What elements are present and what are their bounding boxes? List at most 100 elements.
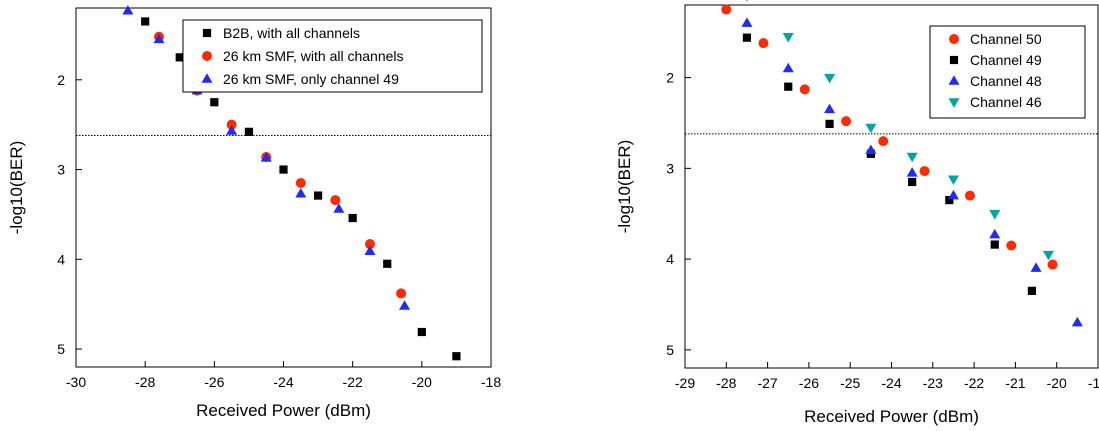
x-tick-label: -23 — [923, 375, 943, 391]
data-point — [279, 165, 288, 174]
data-point — [824, 103, 836, 114]
data-point — [906, 167, 918, 177]
data-point — [1030, 262, 1042, 272]
data-point — [1047, 259, 1058, 270]
x-tick-label: -24 — [273, 374, 293, 390]
data-point — [782, 62, 794, 73]
x-tick-label: -28 — [135, 374, 155, 390]
left-x-axis-label: Received Power (dBm) — [196, 401, 371, 420]
data-point — [1071, 316, 1083, 327]
data-point — [330, 195, 341, 206]
right-legend: Channel 50 Channel 49 Channel 48 Channel 46 — [929, 25, 1086, 119]
x-tick-label: -25 — [840, 375, 860, 391]
legend-marker — [202, 28, 212, 38]
x-tick-label: -21 — [1005, 375, 1025, 391]
x-tick-label: -19 — [1088, 375, 1099, 391]
data-point — [742, 33, 752, 42]
data-point — [396, 288, 407, 299]
left-chart: -30 -28 -26 -24 -22 -20 -18 2 3 4 5 B2B, with all … — [7, 4, 501, 420]
data-point — [364, 239, 375, 250]
x-tick-label: -20 — [412, 374, 432, 390]
legend-label: Channel 48 — [970, 73, 1042, 89]
legend-label: B2B, with all channels — [223, 25, 360, 41]
data-point — [908, 177, 917, 187]
data-point — [226, 125, 238, 135]
data-point — [122, 4, 134, 15]
data-point — [745, 0, 748, 2]
data-point — [906, 152, 918, 163]
legend-label: Channel 49 — [970, 52, 1042, 68]
data-point — [333, 203, 345, 213]
x-tick-label: -18 — [481, 374, 501, 390]
data-point — [878, 136, 889, 147]
data-point — [721, 4, 732, 15]
x-tick-label: -28 — [716, 375, 736, 391]
legend-marker — [201, 73, 213, 83]
data-point — [989, 228, 1001, 239]
data-point — [865, 144, 877, 154]
data-point — [210, 98, 219, 107]
x-tick-label: -24 — [881, 375, 901, 391]
data-point — [417, 327, 426, 337]
data-point — [452, 352, 461, 361]
data-point — [945, 196, 954, 205]
data-point — [1027, 286, 1037, 295]
y-tick-label: 3 — [57, 162, 65, 178]
right-chart: -29 -28 -27 -26 -25 -24 -23 -22 -21 -20 -19 2 3 4 5 Ch… — [615, 0, 1099, 426]
x-tick-label: -20 — [1047, 375, 1067, 391]
data-point — [295, 188, 307, 198]
data-point — [741, 17, 753, 27]
x-tick-label: -26 — [204, 374, 224, 390]
y-tick-label: 5 — [666, 342, 674, 358]
legend-marker — [949, 55, 959, 65]
x-tick-label: -27 — [757, 375, 777, 391]
data-point — [399, 300, 411, 310]
y-tick-label: 5 — [57, 341, 65, 357]
legend-marker — [202, 51, 212, 61]
y-tick-label: 3 — [666, 160, 674, 176]
data-point — [799, 84, 810, 95]
right-data-marks — [721, 0, 1083, 327]
data-point — [226, 119, 237, 130]
data-point — [990, 240, 999, 249]
right-y-axis-label: -log10(BER) — [615, 140, 634, 234]
y-tick-label: 2 — [666, 70, 674, 86]
data-point — [825, 119, 834, 128]
data-point — [1006, 240, 1017, 251]
right-axis-ticks: -29 -28 -27 -26 -25 -24 -23 -22 -21 -20 -19 2 3 4 5 — [666, 70, 1099, 391]
x-tick-label: -22 — [343, 374, 363, 390]
x-tick-label: -26 — [799, 375, 819, 391]
left-y-axis-label: -log10(BER) — [7, 141, 26, 235]
data-point — [947, 175, 959, 185]
left-legend: B2B, with all channels 26 km SMF, with al… — [182, 19, 483, 93]
data-point — [841, 116, 852, 127]
left-data-marks — [122, 4, 461, 361]
data-point — [383, 259, 392, 268]
data-point — [364, 245, 376, 255]
legend-label: Channel 50 — [970, 31, 1042, 47]
data-point — [244, 127, 254, 136]
y-tick-label: 4 — [57, 251, 65, 267]
legend-label: 26 km SMF, only channel 49 — [223, 71, 399, 87]
legend-marker — [948, 75, 960, 85]
x-tick-label: -22 — [964, 375, 984, 391]
data-point — [964, 190, 975, 201]
left-axis-ticks: -30 -28 -26 -24 -22 -20 -18 2 3 4 5 — [57, 72, 501, 390]
data-point — [865, 123, 877, 134]
legend-marker — [948, 98, 960, 108]
y-tick-label: 4 — [666, 251, 674, 267]
data-point — [141, 17, 150, 26]
right-x-axis-label: Received Power (dBm) — [804, 407, 979, 426]
x-tick-label: -30 — [66, 374, 86, 390]
data-point — [824, 73, 836, 84]
data-point — [1042, 250, 1054, 261]
legend-label: Channel 46 — [970, 94, 1042, 110]
legend-box — [182, 19, 483, 93]
data-point — [919, 166, 930, 177]
data-point — [784, 82, 793, 91]
legend-label: 26 km SMF, with all channels — [223, 48, 404, 64]
data-point — [989, 209, 1001, 220]
data-point — [295, 178, 306, 189]
data-point — [175, 53, 184, 62]
